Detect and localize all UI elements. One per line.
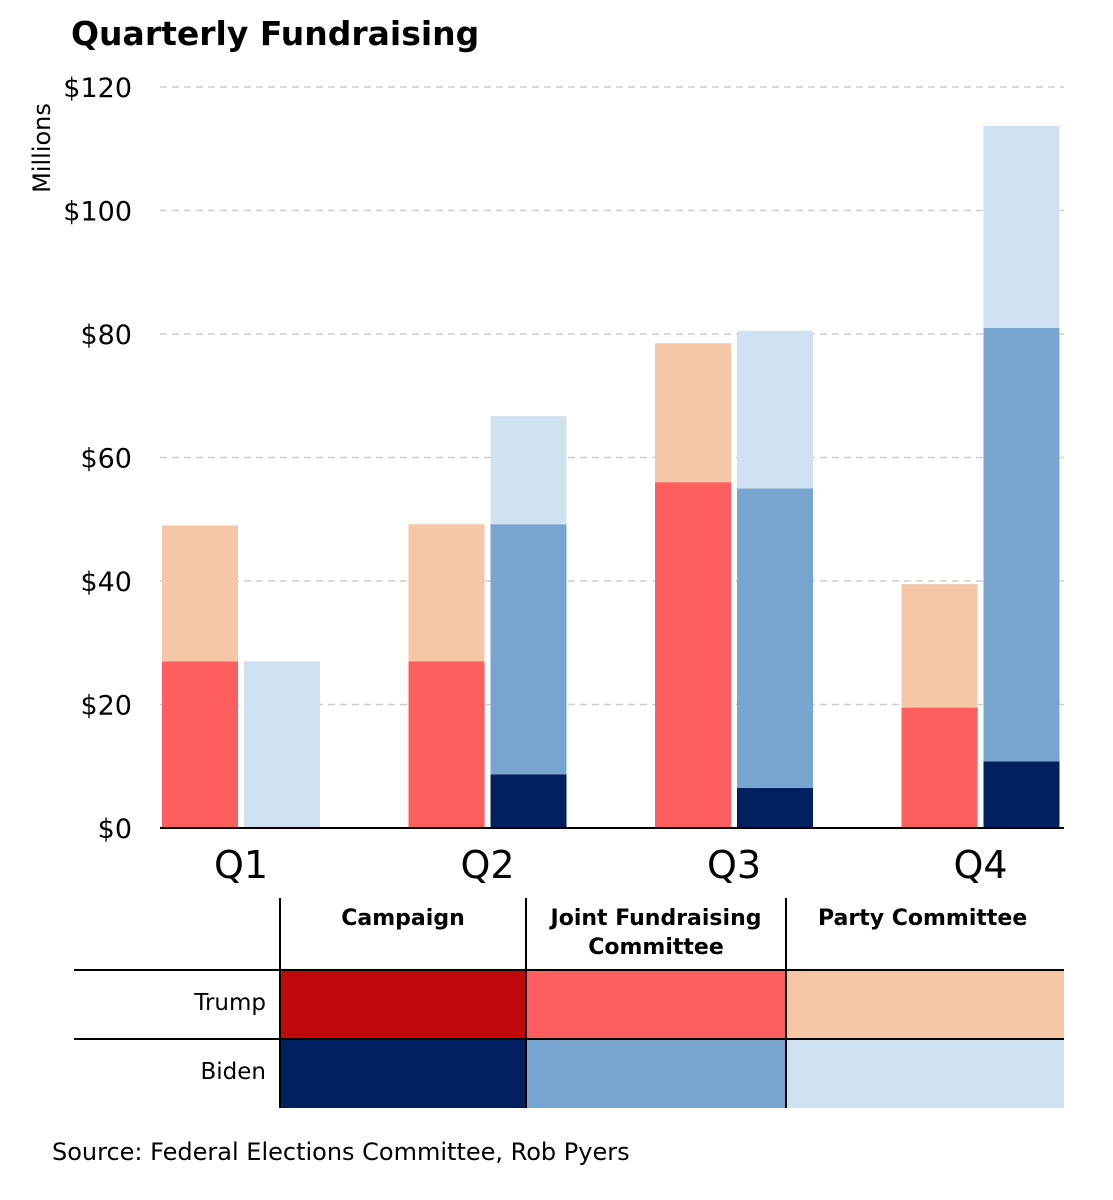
bar-biden-party-committee-q1: [244, 661, 320, 828]
y-axis-ticks: $0 $20 $40 $60 $80 $100 $120: [63, 73, 132, 845]
y-tick-label: $0: [98, 814, 132, 845]
legend-divider: [785, 898, 787, 1108]
bar-trump-joint-fundraising-committee-q3: [655, 482, 731, 828]
source-note: Source: Federal Elections Committee, Rob…: [52, 1138, 630, 1166]
legend-swatch-biden-party: [786, 1040, 1064, 1108]
bar-trump-party-committee-q1: [162, 525, 238, 662]
y-tick-label: $120: [63, 73, 132, 104]
bar-biden-joint-fundraising-committee-q4: [983, 327, 1060, 762]
bar-trump-party-committee-q3: [655, 343, 731, 483]
x-tick-label: Q4: [953, 843, 1007, 887]
bar-biden-joint-fundraising-committee-q3: [737, 488, 813, 788]
bar-biden-campaign-q2: [490, 774, 567, 828]
bars: [162, 125, 1060, 828]
bar-biden-party-committee-q3: [737, 330, 813, 489]
bar-trump-party-committee-q2: [408, 524, 485, 662]
legend-header-joint-fundraising: Joint Fundraising Committee: [550, 906, 762, 960]
bar-trump-joint-fundraising-committee-q2: [408, 661, 485, 828]
bar-chart: $0 $20 $40 $60 $80 $100 $120 Millions Q1 Q2 Q3 Q4: [28, 73, 1064, 887]
legend-swatch-trump-campaign: [280, 971, 526, 1039]
y-tick-label: $40: [80, 567, 132, 598]
y-tick-label: $20: [80, 691, 132, 722]
legend-swatch-biden-campaign: [280, 1040, 526, 1108]
legend-rule: [74, 1038, 1064, 1040]
bar-biden-party-committee-q4: [983, 125, 1060, 328]
y-axis-label: Millions: [28, 103, 56, 193]
legend-swatch-trump-joint: [526, 971, 786, 1039]
bar-trump-joint-fundraising-committee-q1: [162, 661, 238, 828]
bar-biden-joint-fundraising-committee-q2: [490, 524, 567, 775]
bar-trump-party-committee-q4: [901, 584, 978, 708]
legend-row-biden: Biden: [200, 1059, 267, 1085]
x-axis-ticks: Q1 Q2 Q3 Q4: [214, 843, 1008, 887]
chart-title: Quarterly Fundraising: [71, 14, 480, 53]
x-tick-label: Q3: [707, 843, 761, 887]
bar-biden-campaign-q3: [737, 787, 813, 828]
legend-header-party-committee: Party Committee: [818, 906, 1028, 931]
legend-table: Campaign Joint Fundraising Committee Par…: [74, 898, 1064, 1108]
legend-row-trump: Trump: [194, 990, 266, 1016]
y-tick-label: $80: [80, 320, 132, 351]
legend-header-campaign: Campaign: [341, 906, 465, 931]
legend-swatch-trump-party: [786, 971, 1064, 1039]
legend-swatch-biden-joint: [526, 1040, 786, 1108]
bar-trump-joint-fundraising-committee-q4: [901, 707, 978, 828]
legend-divider: [279, 898, 281, 1108]
bar-biden-campaign-q4: [983, 761, 1060, 828]
x-tick-label: Q1: [214, 843, 268, 887]
x-tick-label: Q2: [460, 843, 514, 887]
legend-rule: [74, 969, 1064, 971]
y-tick-label: $100: [63, 197, 132, 228]
bar-biden-party-committee-q2: [490, 416, 567, 525]
legend-divider: [525, 898, 527, 1108]
y-tick-label: $60: [80, 444, 132, 475]
